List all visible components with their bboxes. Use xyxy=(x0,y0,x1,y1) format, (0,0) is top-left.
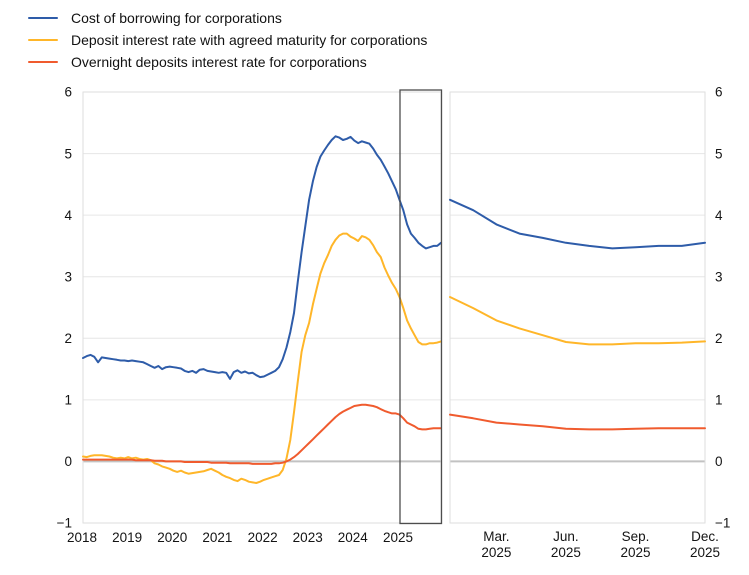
x-axis-tick-month-year: 2025 xyxy=(690,545,720,560)
x-axis-tick-month-year: 2025 xyxy=(551,545,581,560)
panel-border xyxy=(449,91,706,524)
x-axis-tick-year: 2023 xyxy=(293,530,323,545)
legend-label: Deposit interest rate with agreed maturi… xyxy=(71,32,428,48)
x-axis-tick-year: 2021 xyxy=(202,530,232,545)
x-axis-tick-month: Sep. xyxy=(622,529,650,544)
y-axis-tick-right: 6 xyxy=(715,85,723,100)
x-axis-tick-month-year: 2025 xyxy=(481,545,511,560)
y-axis-tick-left: 6 xyxy=(64,85,72,100)
y-axis-tick-left: 4 xyxy=(64,208,72,223)
cost_of_borrowing-line xyxy=(449,198,706,250)
y-axis-tick-right: 4 xyxy=(715,208,723,223)
y-axis-tick-left: 3 xyxy=(64,269,72,284)
x-axis-tick-month-year: 2025 xyxy=(620,545,650,560)
deposit_agreed_maturity-line xyxy=(449,296,706,346)
legend-line-swatch-blue xyxy=(28,16,58,20)
deposit_agreed_maturity-line xyxy=(82,232,442,484)
legend-item-cost-of-borrowing: Cost of borrowing for corporations xyxy=(28,7,427,29)
y-axis-tick-right: 1 xyxy=(715,393,723,408)
x-axis-tick-year: 2019 xyxy=(112,530,142,545)
y-axis-tick-right: −1 xyxy=(715,516,730,531)
legend-line-swatch-yellow xyxy=(28,38,58,42)
y-axis-tick-right: 2 xyxy=(715,331,723,346)
legend-item-deposit-agreed-maturity: Deposit interest rate with agreed maturi… xyxy=(28,29,427,51)
overnight_deposits-line xyxy=(449,413,706,431)
x-axis-tick-year: 2020 xyxy=(157,530,187,545)
highlight-box xyxy=(399,89,443,525)
x-axis-tick-month: Mar. xyxy=(483,529,509,544)
overnight_deposits-line xyxy=(82,403,442,465)
y-axis-tick-right: 0 xyxy=(715,454,723,469)
y-axis-tick-left: 2 xyxy=(64,331,72,346)
legend-line-swatch-orange xyxy=(28,60,58,64)
cost_of_borrowing-line xyxy=(82,135,442,380)
x-axis-tick-month: Jun. xyxy=(553,529,579,544)
x-axis-tick-month: Dec. xyxy=(691,529,719,544)
x-axis-tick-year: 2022 xyxy=(248,530,278,545)
x-axis-tick-year: 2024 xyxy=(338,530,369,545)
y-axis-tick-left: 1 xyxy=(64,393,72,408)
y-axis-tick-right: 3 xyxy=(715,269,723,284)
legend-label: Cost of borrowing for corporations xyxy=(71,10,282,26)
x-axis-tick-year: 2025 xyxy=(383,530,413,545)
y-axis-tick-left: 0 xyxy=(64,454,72,469)
chart-legend: Cost of borrowing for corporations Depos… xyxy=(28,7,427,73)
legend-item-overnight-deposits: Overnight deposits interest rate for cor… xyxy=(28,51,427,73)
x-axis-tick-year: 2018 xyxy=(67,530,97,545)
legend-label: Overnight deposits interest rate for cor… xyxy=(71,54,367,70)
y-axis-tick-left: −1 xyxy=(57,516,72,531)
y-axis-tick-right: 5 xyxy=(715,146,723,161)
y-axis-tick-left: 5 xyxy=(64,146,72,161)
